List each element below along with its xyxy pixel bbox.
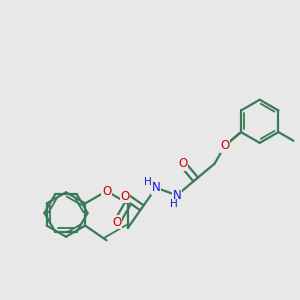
Text: O: O: [220, 139, 230, 152]
Text: O: O: [121, 190, 130, 202]
Text: N: N: [152, 181, 161, 194]
Text: O: O: [112, 216, 122, 229]
Text: H: H: [144, 177, 151, 187]
Text: O: O: [178, 157, 187, 170]
Text: N: N: [172, 189, 181, 202]
Text: O: O: [102, 184, 111, 198]
Text: H: H: [170, 199, 178, 209]
